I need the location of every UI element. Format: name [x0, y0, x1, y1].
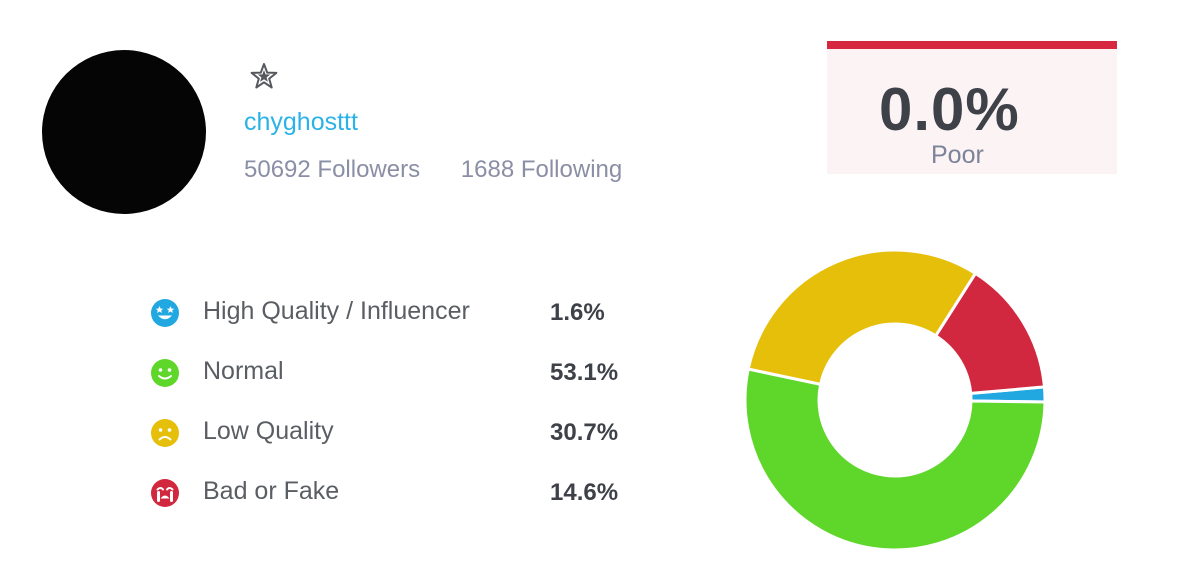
username-link[interactable]: chyghosttt	[244, 108, 358, 136]
legend-value: 14.6%	[550, 479, 619, 506]
smile-face-icon	[151, 359, 179, 387]
score-value: 0.0%	[879, 76, 1020, 143]
crying-face-icon	[151, 479, 179, 507]
star-eyes-face-icon	[151, 299, 179, 327]
score-label: Poor	[931, 141, 984, 169]
avatar	[42, 50, 206, 214]
sad-face-icon	[151, 419, 179, 447]
donut-slice-bad-fake[interactable]	[933, 271, 1047, 396]
legend-label: High Quality / Influencer	[203, 297, 470, 325]
donut-slice-normal[interactable]	[743, 367, 1047, 552]
following-count[interactable]: 1688 Following	[460, 156, 623, 183]
audience-quality-donut-chart	[743, 248, 1047, 552]
profile-stats: 50692 Followers 1688 Following	[244, 156, 656, 184]
followers-count[interactable]: 50692 Followers	[244, 156, 421, 183]
quality-score-card: 0.0% Poor	[827, 41, 1117, 174]
donut-slice-low-quality[interactable]	[746, 248, 978, 387]
legend-value: 1.6%	[550, 299, 605, 326]
legend-label: Normal	[203, 357, 284, 385]
star-badge-icon	[250, 63, 278, 89]
legend-value: 30.7%	[550, 419, 619, 446]
legend-label: Bad or Fake	[203, 477, 340, 505]
legend-label: Low Quality	[203, 417, 334, 445]
legend-value: 53.1%	[550, 359, 619, 386]
